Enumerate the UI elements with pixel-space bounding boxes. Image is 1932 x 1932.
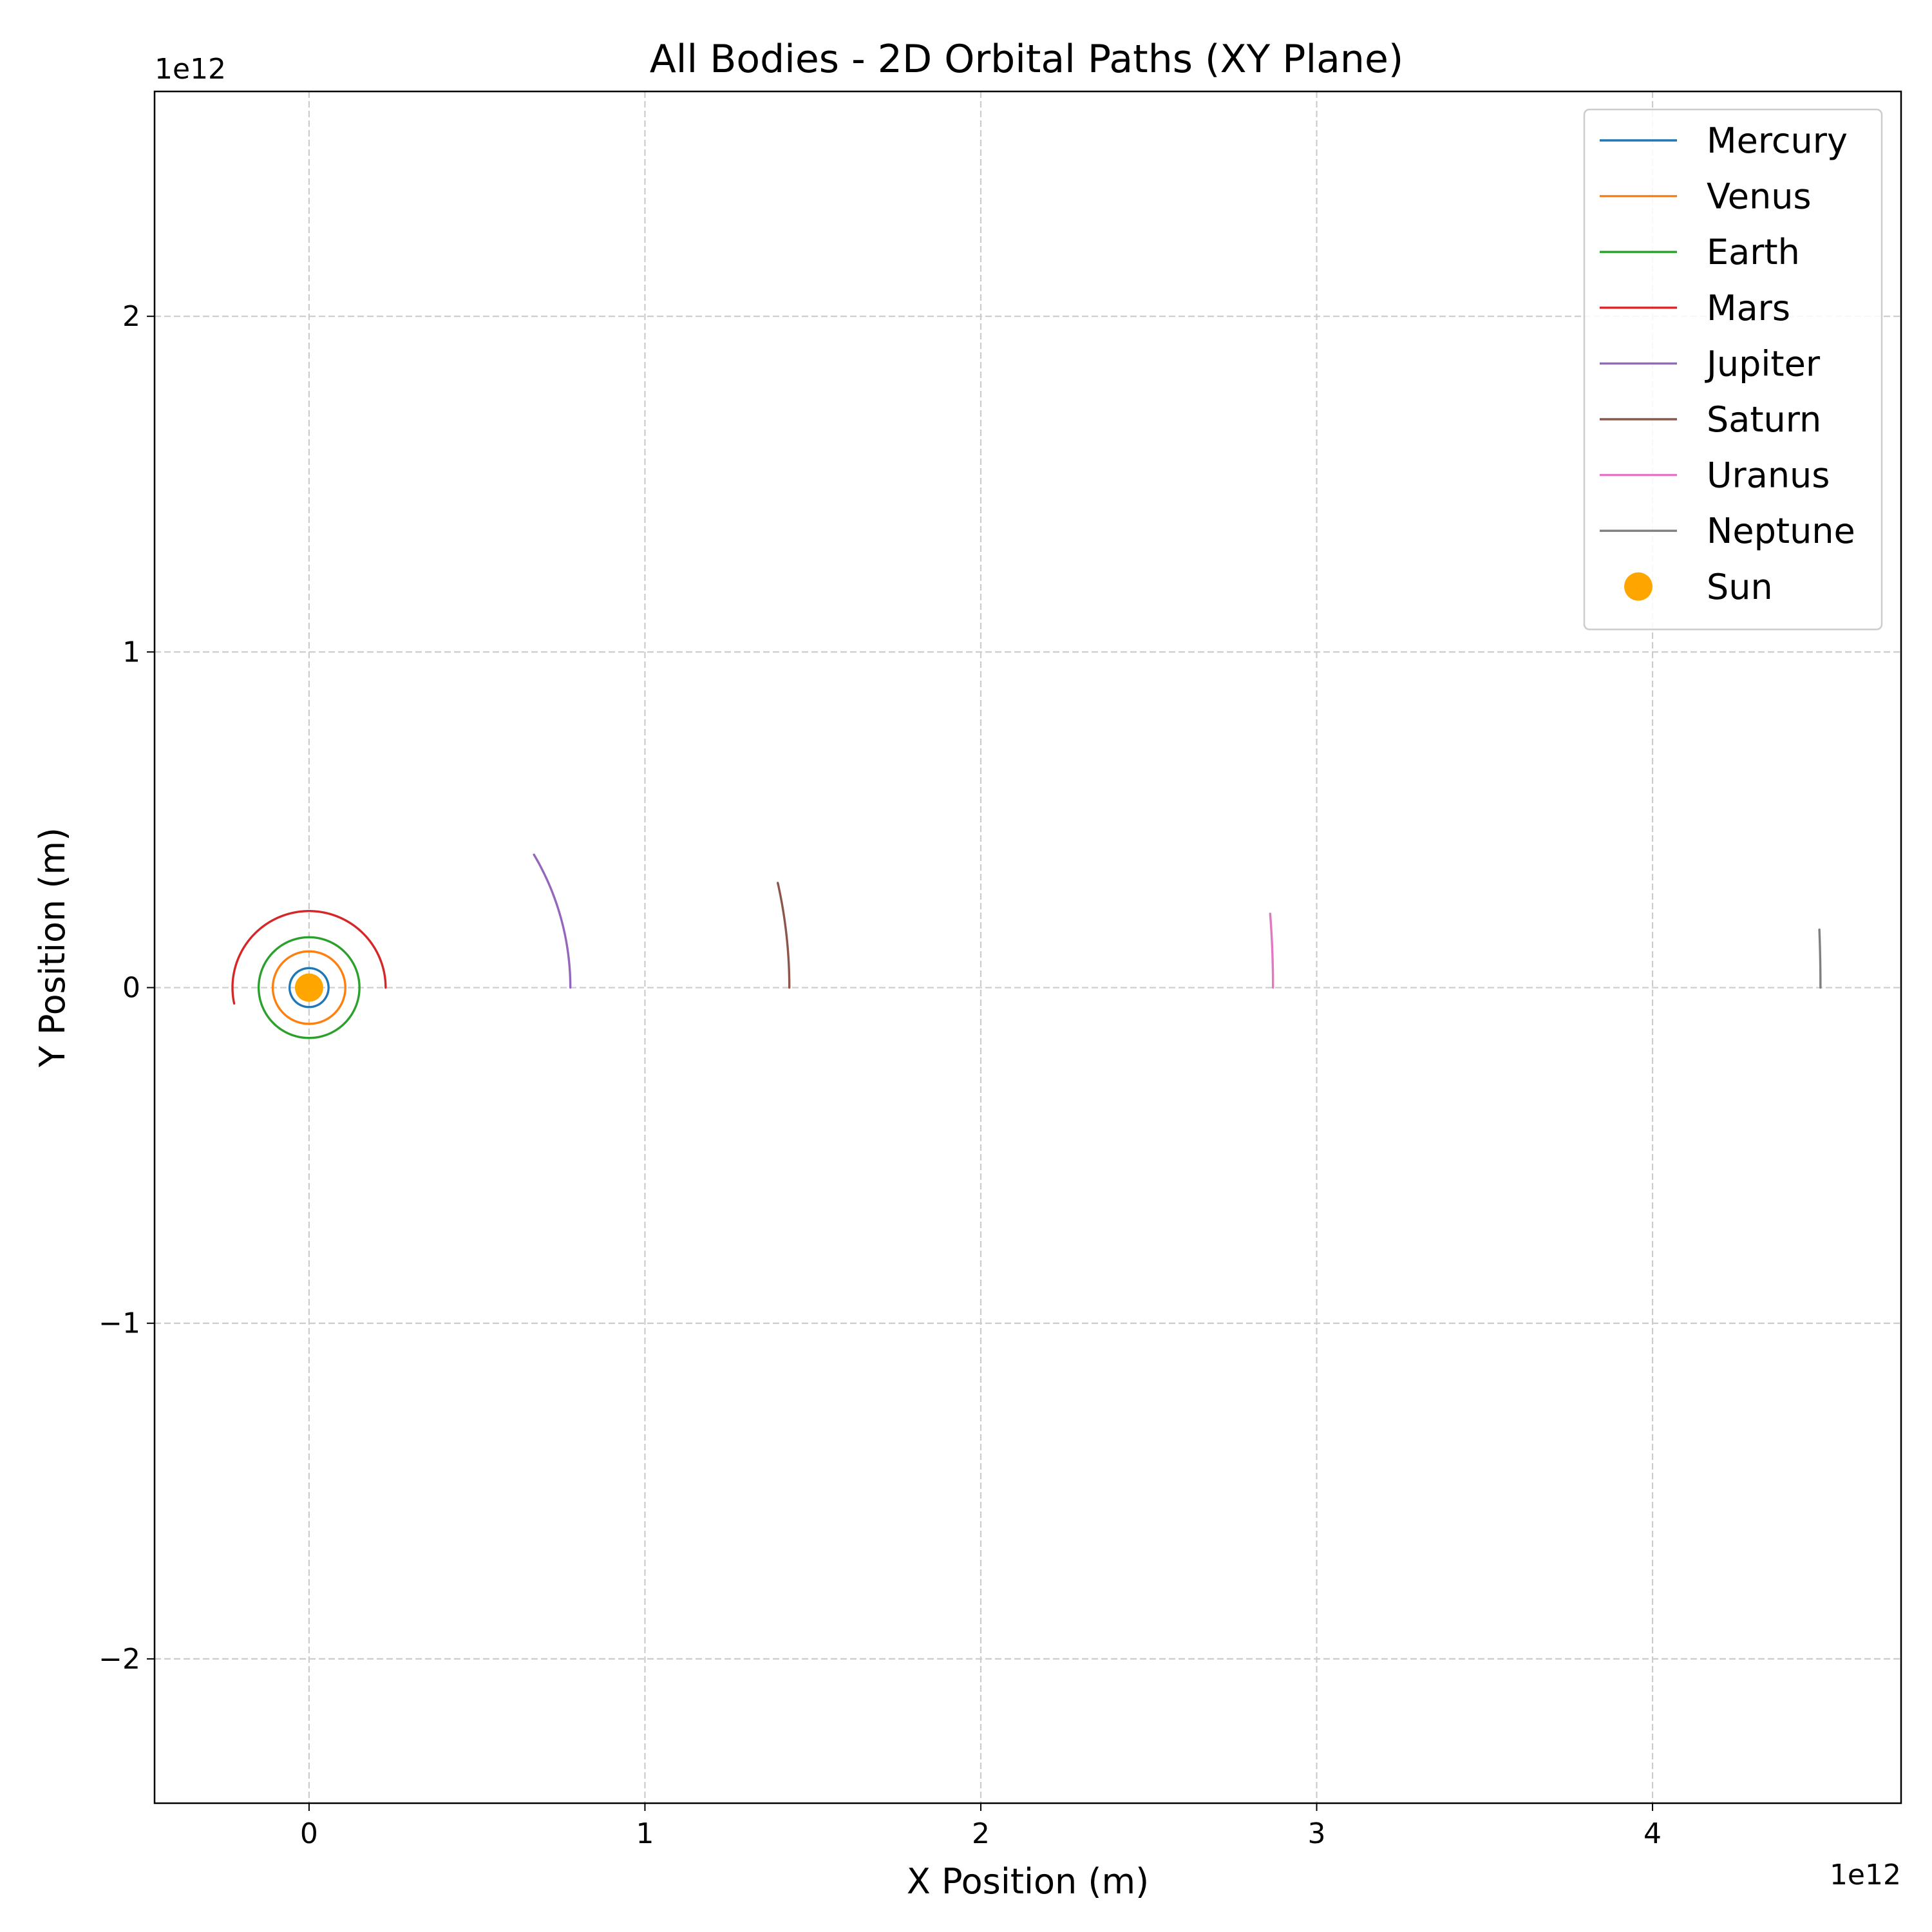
orbit-mars [231,910,387,1005]
y-tick-label: 2 [122,300,140,333]
orbit-saturn [777,882,791,989]
ticks: 0 1 2 3 4 −2 −1 0 1 2 [99,300,1662,1850]
x-tick-label: 4 [1643,1817,1662,1850]
y-tick-label: 0 [122,972,140,1005]
orbit-mercury [288,967,330,1009]
x-tick-label: 0 [300,1817,318,1850]
orbit-neptune [1818,928,1822,989]
legend-box [1583,108,1883,630]
x-exponent-label: 1e12 [1830,1859,1901,1891]
sun-marker [294,973,323,1002]
legend-label-jupiter: Jupiter [1705,343,1821,384]
y-tick-label: −1 [99,1307,140,1340]
orbit-uranus [1269,913,1274,989]
legend-label-sun: Sun [1707,567,1773,607]
chart-title: All Bodies - 2D Orbital Paths (XY Plane) [650,37,1404,82]
x-tick-label: 2 [972,1817,990,1850]
y-tick-label: −2 [99,1643,140,1676]
y-tick-label: 1 [122,636,140,668]
x-tick-label: 1 [636,1817,654,1850]
legend: Mercury Venus Earth Mars Jupiter Saturn Uranus… [1583,108,1883,630]
legend-label-mercury: Mercury [1707,120,1848,161]
legend-label-neptune: Neptune [1707,511,1855,551]
orbit-earth [257,936,361,1039]
plot-area-frame [153,90,1902,1804]
legend-label-saturn: Saturn [1707,399,1821,440]
y-exponent-label: 1e12 [155,53,226,86]
legend-label-earth: Earth [1707,232,1800,272]
orbit-jupiter [533,853,572,989]
y-axis-label: Y Position (m) [32,828,73,1068]
x-axis-label: X Position (m) [907,1861,1149,1902]
orbit-venus [271,950,346,1025]
sun-layer [294,973,323,1002]
legend-label-venus: Venus [1707,176,1812,217]
legend-swatch-sun [1624,572,1653,601]
legend-label-uranus: Uranus [1707,455,1830,496]
x-tick-label: 3 [1308,1817,1326,1850]
orbits [231,853,1822,1039]
legend-label-mars: Mars [1707,288,1790,328]
